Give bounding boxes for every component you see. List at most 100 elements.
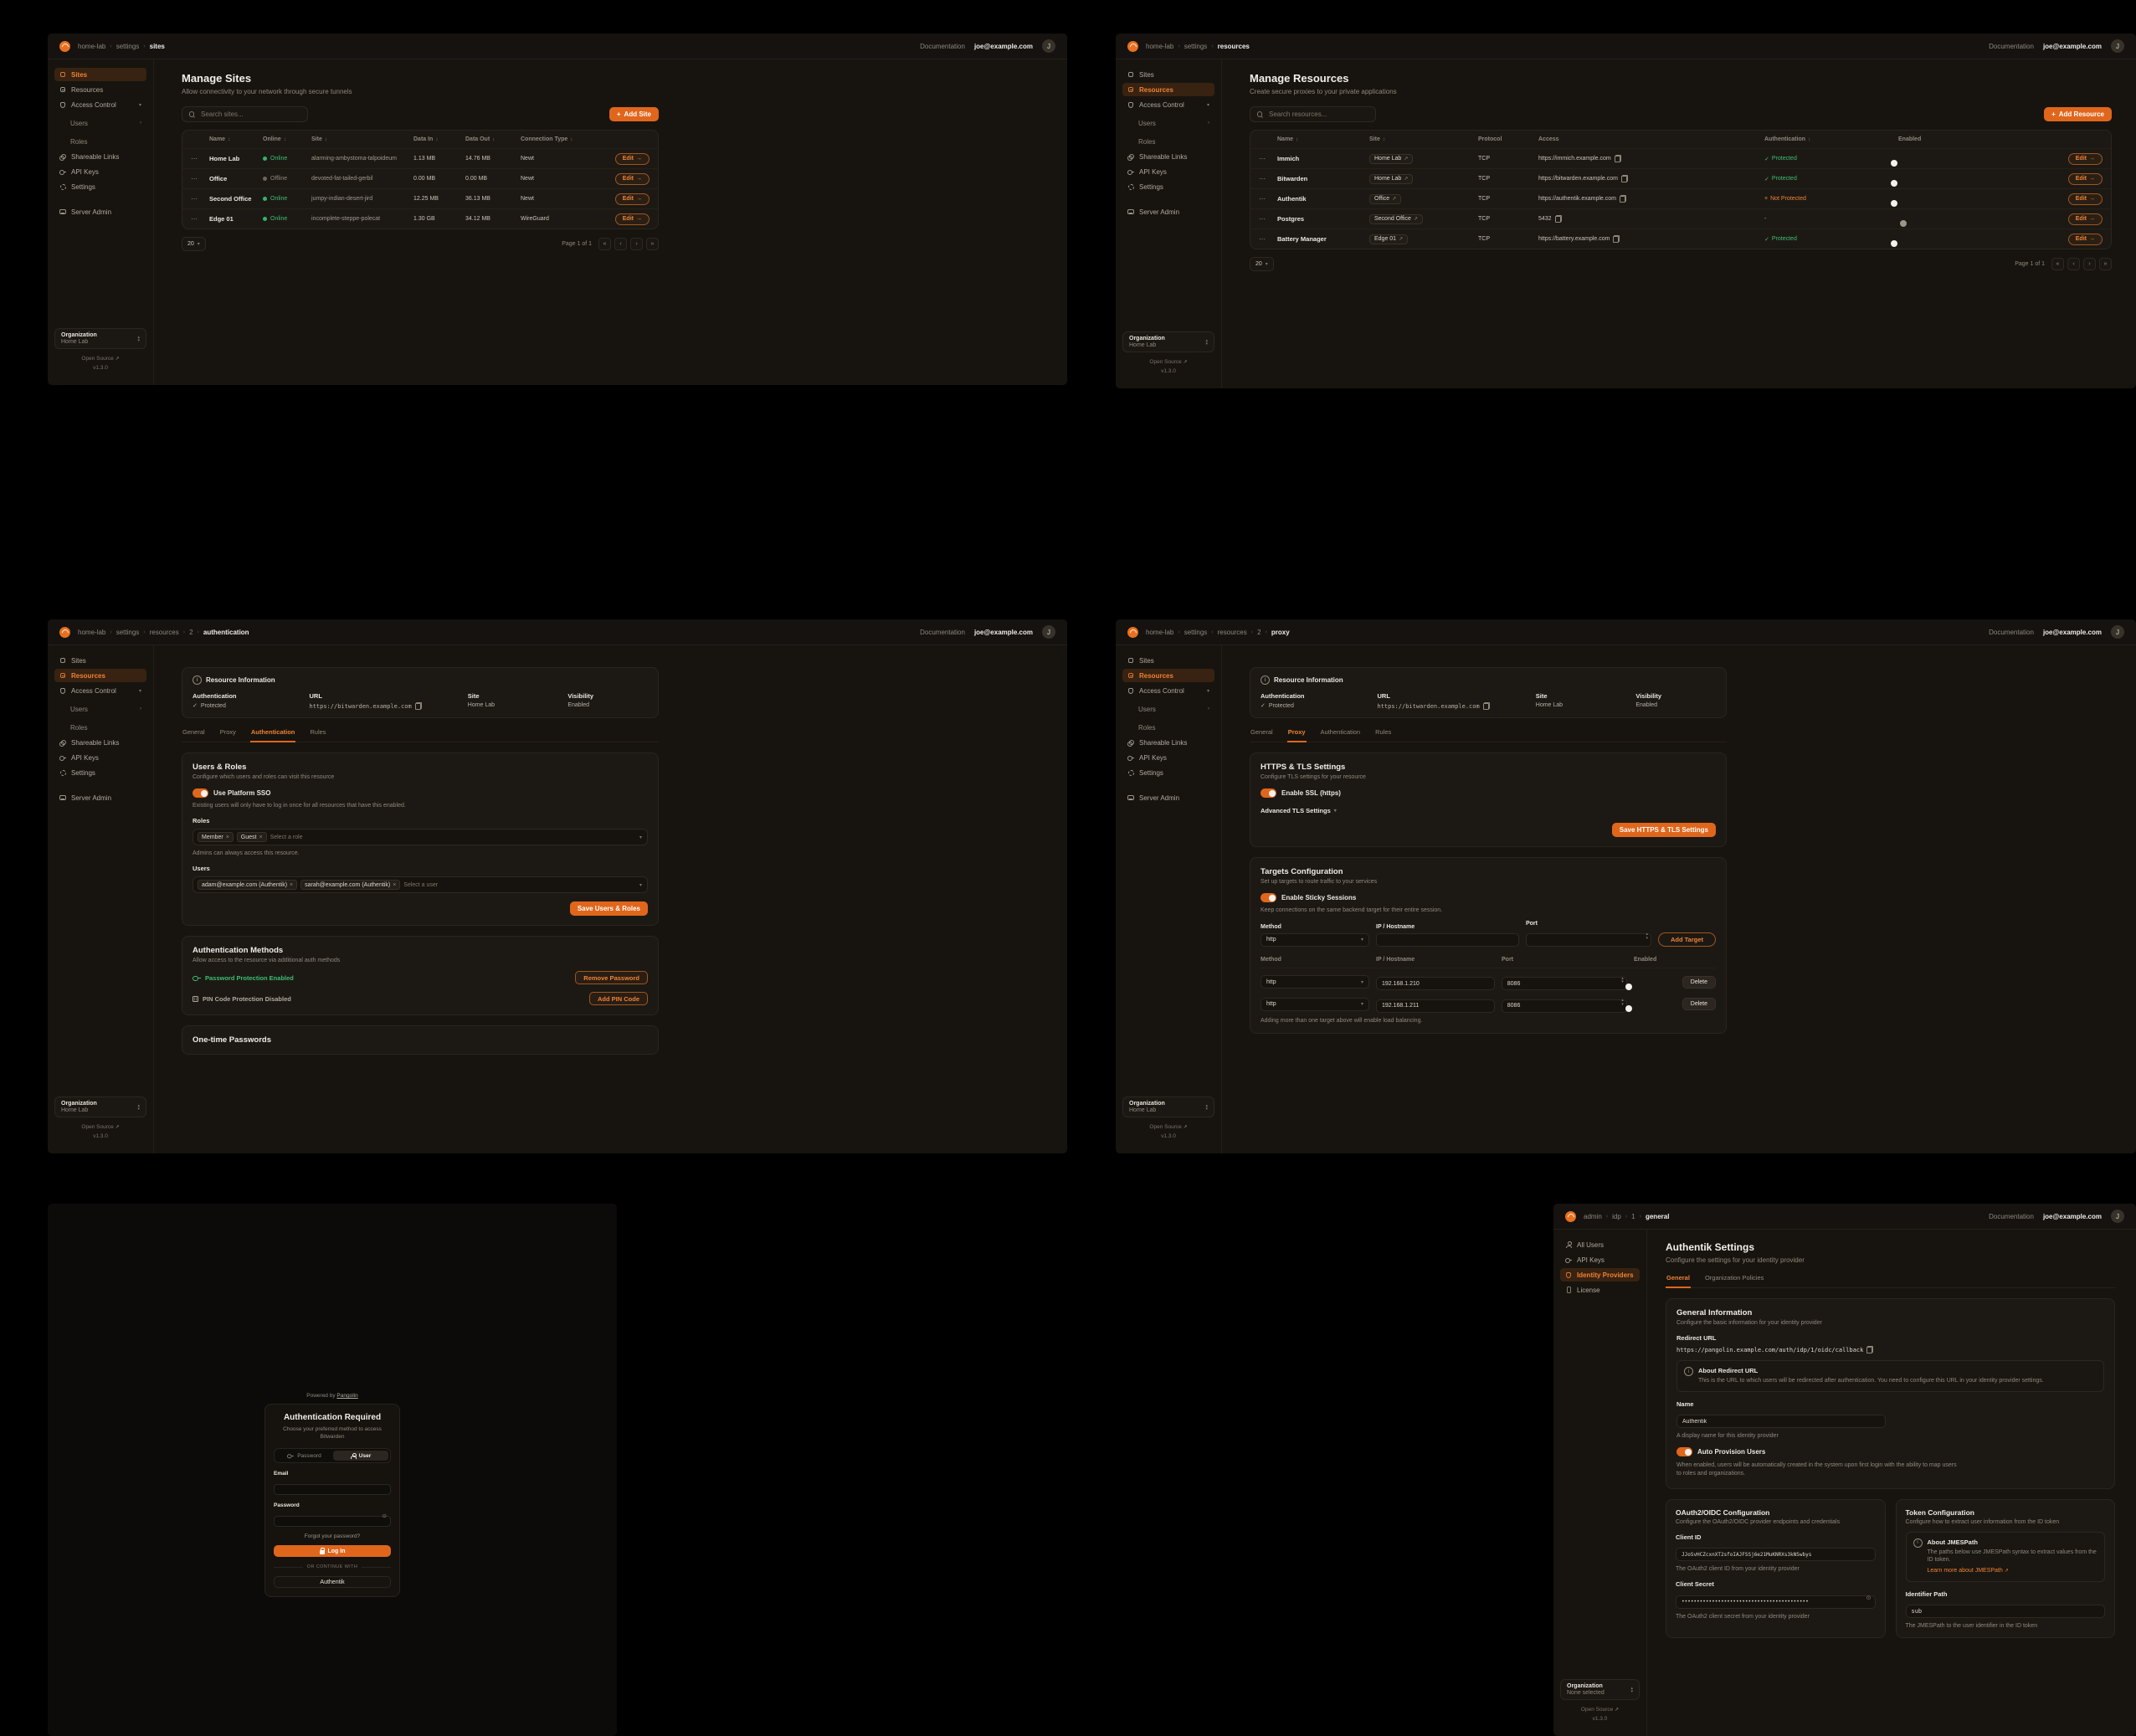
user-email[interactable]: joe@example.com (2042, 42, 2102, 50)
org-selector[interactable]: Organization Home Lab ▴ ▾ (54, 1097, 146, 1117)
roles-multiselect[interactable]: Member × Guest × Select a role ▾ (193, 829, 648, 845)
port-input[interactable] (1525, 932, 1651, 947)
breadcrumb-item[interactable]: settings (116, 42, 140, 50)
breadcrumb-item[interactable]: resources (149, 628, 179, 636)
row-menu-button[interactable]: ⋯ (191, 175, 198, 182)
next-page-button[interactable]: › (2083, 258, 2096, 270)
col-data-in[interactable]: Data In ↕ (413, 136, 439, 142)
sidebar-item-sites[interactable]: Sites (54, 654, 146, 667)
sidebar-item-server-admin[interactable]: Server Admin (1122, 791, 1214, 804)
org-selector[interactable]: Organization Home Lab ▴ ▾ (1122, 331, 1214, 352)
method-select[interactable]: http ▾ (1261, 975, 1369, 989)
site-chip[interactable]: Office ↗ (1369, 193, 1402, 204)
tab-general[interactable]: General (182, 728, 205, 736)
breadcrumb-item[interactable]: 2 (1257, 628, 1261, 636)
breadcrumb-item[interactable]: home-lab (1146, 628, 1174, 636)
sidebar-item-sites[interactable]: Sites (54, 68, 146, 81)
user-email[interactable]: joe@example.com (973, 628, 1033, 636)
avatar[interactable]: J (2111, 1210, 2124, 1223)
site-chip[interactable]: Second Office ↗ (1369, 213, 1423, 224)
auto-provision-toggle[interactable] (1676, 1447, 1692, 1457)
tab-authentication[interactable]: Authentication (1320, 728, 1361, 736)
stepper-icon[interactable]: ▴ ▾ (1646, 932, 1648, 941)
site-chip[interactable]: Home Lab ↗ (1369, 173, 1414, 184)
sidebar-item-resources[interactable]: Resources (54, 83, 146, 96)
pangolin-logo-icon[interactable] (1565, 1210, 1576, 1222)
pangolin-logo-icon[interactable] (1127, 40, 1138, 52)
sidebar-item-users[interactable]: Users › (1133, 702, 1214, 716)
edit-button[interactable]: Edit → (2067, 152, 2103, 165)
col-online[interactable]: Online ↕ (263, 136, 287, 142)
pangolin-logo-icon[interactable] (1127, 626, 1138, 638)
sidebar-item-settings[interactable]: Settings (54, 766, 146, 779)
name-input[interactable] (1676, 1415, 1886, 1429)
user-email[interactable]: joe@example.com (2042, 628, 2102, 636)
pangolin-logo-icon[interactable] (59, 626, 70, 638)
sidebar-item-sites[interactable]: Sites (1122, 68, 1214, 81)
next-page-button[interactable]: › (630, 238, 643, 250)
row-menu-button[interactable]: ⋯ (191, 215, 198, 223)
tab-rules[interactable]: Rules (310, 728, 326, 736)
breadcrumb-item[interactable]: home-lab (78, 628, 106, 636)
password-field[interactable] (274, 1516, 391, 1528)
first-page-button[interactable]: « (598, 238, 611, 250)
sidebar-item-access-control[interactable]: Access Control ▾ (1122, 684, 1214, 697)
col-site[interactable]: Site ↕ (1369, 136, 1386, 142)
client-secret-input[interactable] (1676, 1595, 1876, 1609)
copy-icon[interactable] (1613, 235, 1620, 243)
authentik-sso-button[interactable]: Authentik (274, 1576, 391, 1589)
sidebar-item-license[interactable]: License (1560, 1283, 1640, 1297)
sidebar-item-api-keys[interactable]: API Keys (1122, 165, 1214, 178)
port-input[interactable] (1501, 977, 1627, 990)
sidebar-item-shareable-links[interactable]: Shareable Links (1122, 150, 1214, 163)
tab-organization-policies[interactable]: Organization Policies (1704, 1274, 1764, 1281)
sidebar-item-api-keys[interactable]: API Keys (1560, 1253, 1640, 1266)
users-multiselect[interactable]: adam@example.com (Authentik) × sarah@exam… (193, 876, 648, 893)
log-in-button[interactable]: Log In (274, 1545, 391, 1558)
email-field[interactable] (274, 1484, 391, 1496)
sidebar-item-api-keys[interactable]: API Keys (54, 165, 146, 178)
row-menu-button[interactable]: ⋯ (191, 155, 198, 162)
avatar[interactable]: J (2111, 39, 2124, 53)
site-chip[interactable]: Edge 01 ↗ (1369, 234, 1409, 244)
sidebar-item-access-control[interactable]: Access Control ▾ (1122, 98, 1214, 111)
identifier-path-input[interactable] (1905, 1604, 2105, 1618)
sidebar-item-sites[interactable]: Sites (1122, 654, 1214, 667)
role-chip[interactable]: Member × (198, 832, 234, 842)
sidebar-item-identity-providers[interactable]: Identity Providers (1560, 1268, 1640, 1281)
ip-hostname-input[interactable] (1376, 977, 1495, 990)
col-name[interactable]: Name ↕ (209, 136, 231, 142)
sticky-sessions-toggle[interactable] (1261, 893, 1276, 902)
copy-icon[interactable] (1620, 175, 1628, 182)
page-size-select[interactable]: 20 ▾ (1250, 257, 1274, 271)
role-chip[interactable]: Guest × (236, 832, 267, 842)
col-site[interactable]: Site ↕ (311, 136, 328, 142)
avatar[interactable]: J (2111, 625, 2124, 639)
user-email[interactable]: joe@example.com (2042, 1212, 2102, 1220)
delete-target-button[interactable]: Delete (1682, 975, 1716, 989)
sidebar-item-roles[interactable]: Roles (1133, 135, 1214, 148)
add-target-button[interactable]: Add Target (1657, 932, 1716, 947)
open-source-link[interactable]: Open Source ↗ (1149, 359, 1188, 365)
pangolin-link[interactable]: Pangolin (336, 1393, 358, 1399)
add-resource-button[interactable]: + Add Resource (2044, 107, 2112, 121)
sidebar-item-users[interactable]: Users › (65, 702, 146, 716)
documentation-link[interactable]: Documentation (920, 42, 965, 50)
row-menu-button[interactable]: ⋯ (1259, 215, 1266, 223)
tab-rules[interactable]: Rules (1375, 728, 1392, 736)
sidebar-item-shareable-links[interactable]: Shareable Links (54, 150, 146, 163)
edit-button[interactable]: Edit → (2067, 213, 2103, 225)
ip-hostname-input[interactable] (1376, 999, 1495, 1013)
sidebar-item-all-users[interactable]: All Users (1560, 1238, 1640, 1251)
sidebar-item-resources[interactable]: Resources (1122, 83, 1214, 96)
copy-icon[interactable] (1866, 1346, 1874, 1353)
breadcrumb-item[interactable]: 1 (1631, 1212, 1635, 1220)
col-data-out[interactable]: Data Out ↕ (465, 136, 495, 142)
search-input[interactable] (199, 110, 301, 119)
search-box[interactable] (182, 106, 308, 122)
site-chip[interactable]: Home Lab ↗ (1369, 153, 1414, 164)
sidebar-item-resources[interactable]: Resources (1122, 669, 1214, 682)
edit-button[interactable]: Edit → (614, 213, 650, 225)
sidebar-item-roles[interactable]: Roles (65, 721, 146, 734)
user-chip[interactable]: sarah@example.com (Authentik) × (300, 880, 401, 890)
